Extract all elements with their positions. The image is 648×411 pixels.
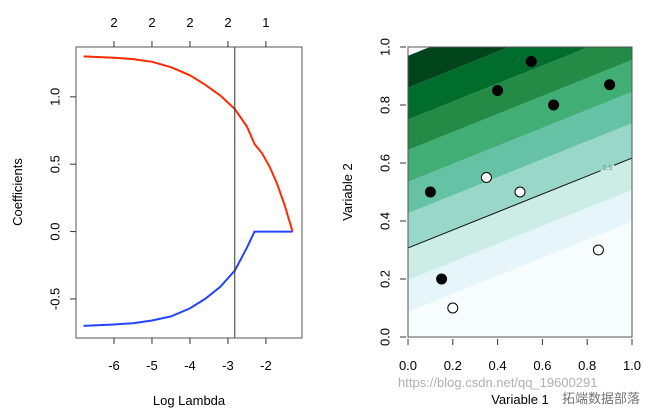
probability-bands [408, 47, 632, 337]
x-tick-label: 0.6 [533, 358, 551, 373]
top-tick-label: 2 [224, 15, 231, 30]
prob-band-7 [408, 47, 632, 150]
top-tick-label: 1 [262, 15, 269, 30]
class-1-point [424, 186, 436, 198]
class-1-point [604, 79, 616, 91]
class-1-point [525, 56, 537, 67]
decision-boundary [407, 170, 601, 249]
contour-label: 0.5 [602, 165, 612, 172]
left-plot-frame [75, 46, 303, 339]
prob-band-5 [408, 92, 632, 214]
y-axis-label: Variable 2 [340, 163, 355, 221]
y-tick-label: 0.4 [377, 212, 392, 230]
x-tick-label: 0.0 [399, 358, 417, 373]
y-tick-label: 0.0 [47, 223, 62, 241]
prob-band-8 [408, 47, 632, 120]
x-tick-label: -5 [146, 358, 158, 373]
prob-band-9 [408, 47, 632, 88]
x-tick-label: -2 [260, 358, 272, 373]
y-tick-label: 0.6 [377, 154, 392, 172]
class-1-point [548, 99, 560, 111]
class-1-point [492, 85, 504, 96]
y-tick-label: 0.5 [47, 155, 62, 173]
x-axis-label: Variable 1 [491, 392, 549, 407]
y-tick-label: 0.2 [377, 270, 392, 288]
right-plot-frame [407, 46, 633, 338]
x-tick-label: -6 [108, 358, 120, 373]
prob-band-1 [408, 221, 632, 337]
class-0-point [480, 172, 492, 183]
x-tick-label: 0.8 [578, 358, 596, 373]
coef-path-2 [83, 230, 293, 327]
decision-boundary-right [613, 157, 633, 166]
class-0-point [447, 302, 459, 314]
x-tick-label: 0.2 [444, 358, 462, 373]
top-tick-label: 2 [148, 15, 155, 30]
y-tick-label: 0.0 [377, 328, 392, 346]
class-0-point [592, 244, 604, 256]
prob-band-3 [408, 158, 632, 280]
prob-band-2 [408, 190, 632, 312]
y-tick-label: 1.0 [47, 88, 62, 106]
x-axis-label: Log Lambda [153, 393, 226, 408]
class-0-point [514, 186, 526, 198]
watermark-brand: 拓端数据部落 [562, 391, 641, 406]
y-tick-label: -0.5 [47, 288, 62, 310]
x-tick-label: 0.4 [489, 358, 507, 373]
y-axis-label: Coefficients [10, 158, 25, 226]
watermark-url: https://blog.csdn.net/qq_19600291 [398, 375, 598, 390]
prob-band-4 [408, 123, 632, 248]
class-1-point [436, 273, 448, 285]
x-tick-label: -3 [222, 358, 234, 373]
top-tick-label: 2 [110, 15, 117, 30]
x-tick-label: 1.0 [623, 358, 641, 373]
top-tick-label: 2 [186, 15, 193, 30]
y-tick-label: 0.8 [377, 96, 392, 114]
x-tick-label: -4 [184, 358, 196, 373]
coef-path-1 [83, 55, 294, 232]
prob-band-6 [408, 60, 632, 182]
y-tick-label: 1.0 [377, 38, 392, 56]
